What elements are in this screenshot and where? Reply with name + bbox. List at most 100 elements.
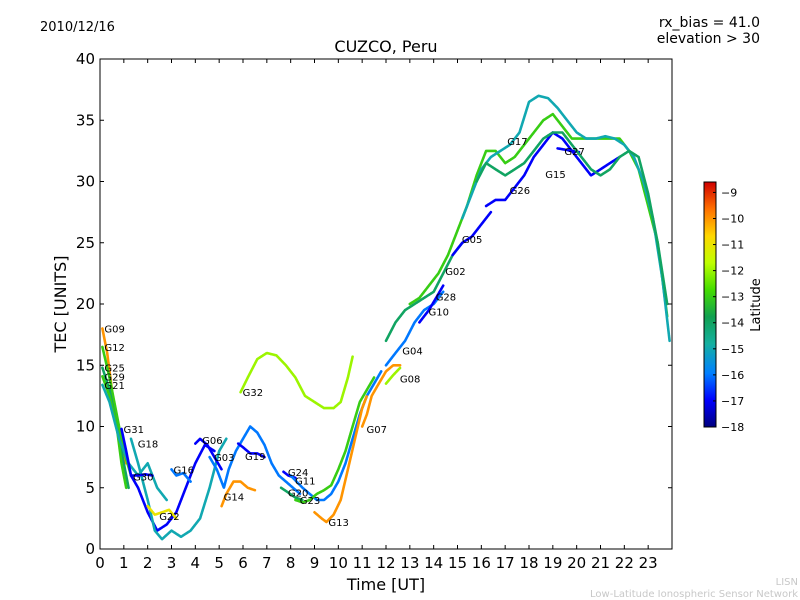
colorbar-tick-label: −13 (721, 291, 744, 304)
series-label-g17: G17 (507, 137, 527, 148)
credit-short: LISN (776, 577, 798, 588)
series-label-g04: G04 (402, 347, 422, 358)
y-axis-label: TEC [UNITS] (51, 256, 70, 354)
series-label-g16: G16 (174, 465, 194, 476)
series-layer (101, 94, 671, 541)
y-tick-label: 25 (76, 234, 95, 252)
series-label-g07: G07 (367, 425, 387, 436)
colorbar-tick-label: −12 (721, 265, 744, 278)
colorbar-tick-label: −18 (721, 421, 744, 434)
x-tick-label: 0 (95, 554, 105, 572)
series-track-g06 (194, 437, 223, 471)
series-track-g31 (120, 427, 216, 532)
x-tick-label: 4 (191, 554, 201, 572)
y-tick-label: 5 (85, 479, 95, 497)
series-label-g12: G12 (104, 343, 124, 354)
x-tick-label: 14 (424, 554, 443, 572)
x-tick-label: 5 (214, 554, 224, 572)
series-track-g16 (170, 468, 192, 483)
x-tick-label: 10 (329, 554, 348, 572)
colorbar-tick-label: −16 (721, 369, 744, 382)
series-track-g20 (279, 486, 304, 502)
x-tick-label: 3 (167, 554, 177, 572)
x-tick-label: 23 (639, 554, 658, 572)
series-track-g30 (129, 472, 154, 477)
x-tick-label: 19 (543, 554, 562, 572)
x-tick-label: 11 (353, 554, 372, 572)
series-label-g25: G25 (104, 364, 124, 375)
y-axis: 0 5 10 15 20 25 30 35 40 (76, 50, 672, 558)
credit-full: Low-Latitude Ionospheric Sensor Network (590, 589, 798, 600)
colorbar-ticks: −18 −17 −16 −15 −14 −13 −12 −11 −10 −9 (713, 186, 744, 434)
x-tick-label: 22 (615, 554, 634, 572)
x-tick-label: 17 (496, 554, 515, 572)
series-label-g06: G06 (202, 436, 222, 447)
series-label-g31: G31 (124, 425, 144, 436)
x-axis-label: Time [UT] (346, 575, 425, 594)
y-tick-label: 40 (76, 50, 95, 68)
series-label-g05: G05 (462, 235, 482, 246)
series-label-g08: G08 (400, 375, 420, 386)
series-track-g19 (236, 442, 266, 459)
series-track-g08 (384, 366, 402, 385)
colorbar-tick-label: −9 (721, 186, 737, 199)
series-track-g13 (313, 394, 369, 524)
series-label-g30: G30 (133, 473, 153, 484)
series-track-g28 (384, 241, 464, 343)
series-label-g18: G18 (138, 440, 158, 451)
colorbar-tick-label: −15 (721, 343, 744, 356)
series-track-g07 (360, 363, 402, 428)
series-label-g22: G22 (159, 512, 179, 523)
colorbar-tick-label: −11 (721, 239, 744, 252)
series-label-g23: G23 (300, 496, 320, 507)
series-label-g27: G27 (564, 147, 584, 158)
y-tick-label: 15 (76, 356, 95, 374)
series-label-g09: G09 (104, 325, 124, 336)
y-tick-label: 35 (76, 111, 95, 129)
colorbar (703, 181, 717, 428)
series-label-g24: G24 (288, 468, 308, 479)
colorbar-label: Latitude (749, 278, 764, 332)
series-label-g13: G13 (328, 518, 348, 529)
x-tick-label: 2 (143, 554, 153, 572)
series-label-g02: G02 (445, 267, 465, 278)
series-track-g21 (101, 383, 168, 502)
series-track-g03 (208, 425, 302, 496)
y-tick-label: 30 (76, 173, 95, 191)
series-label-g03: G03 (214, 453, 234, 464)
series-label-g20: G20 (288, 489, 308, 500)
x-tick-label: 13 (400, 554, 419, 572)
x-axis: 0 1 2 3 4 5 6 7 8 9 10 11 12 13 14 15 16 17 18 19 20 21 22 23 (95, 59, 658, 572)
series-track-g32 (239, 351, 354, 410)
x-tick-label: 8 (286, 554, 296, 572)
date-label: 2010/12/16 (40, 20, 115, 35)
series-label-g26: G26 (510, 186, 530, 197)
series-label-g19: G19 (245, 452, 265, 463)
series-label-g29: G29 (104, 372, 124, 383)
series-track-g14 (220, 480, 257, 508)
x-tick-label: 9 (310, 554, 320, 572)
series-label-g32: G32 (243, 388, 263, 399)
chart-title: CUZCO, Peru (334, 37, 437, 56)
x-tick-label: 18 (519, 554, 538, 572)
x-tick-label: 7 (262, 554, 272, 572)
series-label-g28: G28 (436, 293, 456, 304)
series-track-g15 (475, 131, 669, 306)
series-label-g10: G10 (429, 307, 449, 318)
x-tick-label: 16 (472, 554, 491, 572)
series-label-g11: G11 (295, 476, 315, 487)
series-label-g21: G21 (104, 381, 124, 392)
series-track-g27 (556, 147, 581, 154)
series-track-g18 (129, 437, 228, 541)
series-label-g14: G14 (224, 492, 244, 503)
colorbar-tick-label: −10 (721, 212, 744, 225)
y-tick-label: 20 (76, 295, 95, 313)
series-track-g10 (418, 284, 445, 324)
x-tick-label: 21 (591, 554, 610, 572)
series-label-g15: G15 (545, 170, 565, 181)
series-track-g17 (460, 94, 671, 343)
series-track-g05 (451, 210, 493, 257)
colorbar-tick-label: −17 (721, 395, 744, 408)
